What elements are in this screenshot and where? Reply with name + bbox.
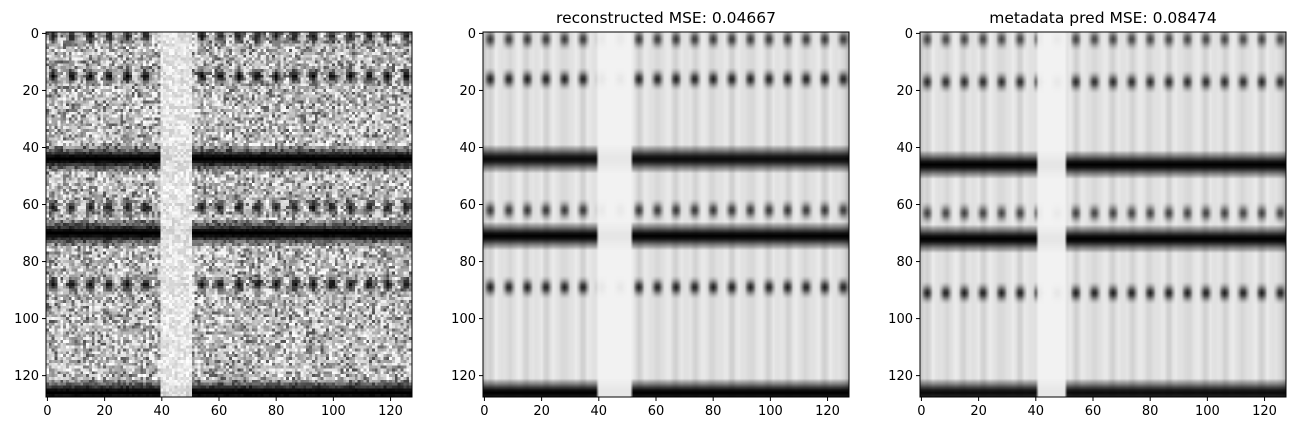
y-tick-label: 40	[459, 141, 476, 156]
x-tick-label: 100	[321, 404, 346, 419]
y-tick-label: 100	[451, 312, 476, 327]
x-tick-label: 40	[591, 404, 608, 419]
x-tick-label: 40	[154, 404, 171, 419]
panel-2-heatmap-canvas	[483, 32, 849, 397]
y-tick-label: 40	[896, 141, 913, 156]
y-tick-label: 80	[896, 255, 913, 270]
x-tick-label: 20	[970, 404, 987, 419]
panel-1-image	[46, 32, 412, 397]
x-tick-label: 20	[96, 404, 113, 419]
x-tick-label: 100	[1195, 404, 1220, 419]
y-tick-label: 120	[451, 369, 476, 384]
y-tick-label: 40	[22, 141, 39, 156]
panel-2-title: reconstructed MSE: 0.04667	[556, 9, 776, 27]
panel-3-plot-area: 0 20 40 60 80 100 120 0 20 40 60 80 100 120	[888, 27, 1287, 419]
x-tick-label: 40	[1028, 404, 1045, 419]
x-tick-label: 120	[1252, 404, 1277, 419]
x-tick-label: 120	[815, 404, 840, 419]
panel-2-axes: 0 20 40 60 80 100 120 0 20 40 60 80 100 120	[451, 27, 840, 419]
y-tick-label: 100	[888, 312, 913, 327]
x-tick-label: 20	[533, 404, 550, 419]
y-tick-label: 80	[459, 255, 476, 270]
x-tick-label: 80	[1142, 404, 1159, 419]
y-tick-label: 0	[31, 27, 39, 42]
x-tick-label: 80	[268, 404, 285, 419]
panel-1-frame	[45, 31, 413, 398]
x-tick-label: 60	[1085, 404, 1102, 419]
y-tick-label: 100	[14, 312, 39, 327]
x-tick-label: 60	[211, 404, 228, 419]
y-tick-label: 60	[896, 198, 913, 213]
x-tick-label: 80	[705, 404, 722, 419]
x-tick-label: 0	[43, 404, 51, 419]
panel-3-axes: 0 20 40 60 80 100 120 0 20 40 60 80 100 120	[888, 27, 1277, 419]
panel-1-axes: 0 20 40 60 80 100 120 0 20 40 60 80 100 120	[14, 27, 403, 419]
y-tick-label: 60	[22, 198, 39, 213]
y-tick-label: 20	[459, 84, 476, 99]
y-tick-label: 0	[905, 27, 913, 42]
x-tick-label: 0	[917, 404, 925, 419]
panel-3-title: metadata pred MSE: 0.08474	[989, 9, 1216, 27]
y-tick-label: 120	[888, 369, 913, 384]
x-tick-label: 100	[758, 404, 783, 419]
panel-3-frame	[919, 31, 1287, 398]
y-tick-label: 20	[896, 84, 913, 99]
y-tick-label: 60	[459, 198, 476, 213]
panel-2-image	[483, 32, 849, 397]
x-tick-label: 120	[378, 404, 403, 419]
panel-1: 0 20 40 60 80 100 120 0 20 40 60 80 100 120	[14, 27, 413, 419]
panel-2-plot-area: 0 20 40 60 80 100 120 0 20 40 60 80 100 120	[451, 27, 850, 419]
panel-3-image	[920, 32, 1286, 397]
x-tick-label: 0	[480, 404, 488, 419]
y-tick-label: 20	[22, 84, 39, 99]
panel-2: reconstructed MSE: 0.04667 0 20 40 60 80 100 1…	[451, 9, 850, 419]
y-tick-label: 80	[22, 255, 39, 270]
x-tick-label: 60	[648, 404, 665, 419]
y-tick-label: 0	[468, 27, 476, 42]
panel-1-heatmap-canvas	[46, 32, 412, 397]
panel-1-plot-area: 0 20 40 60 80 100 120 0 20 40 60 80 100 120	[14, 27, 413, 419]
panel-3-heatmap-canvas	[920, 32, 1286, 397]
panel-2-frame	[482, 31, 850, 398]
y-tick-label: 120	[14, 369, 39, 384]
panel-3: metadata pred MSE: 0.08474 0 20 40 60 80 100 1…	[888, 9, 1287, 419]
